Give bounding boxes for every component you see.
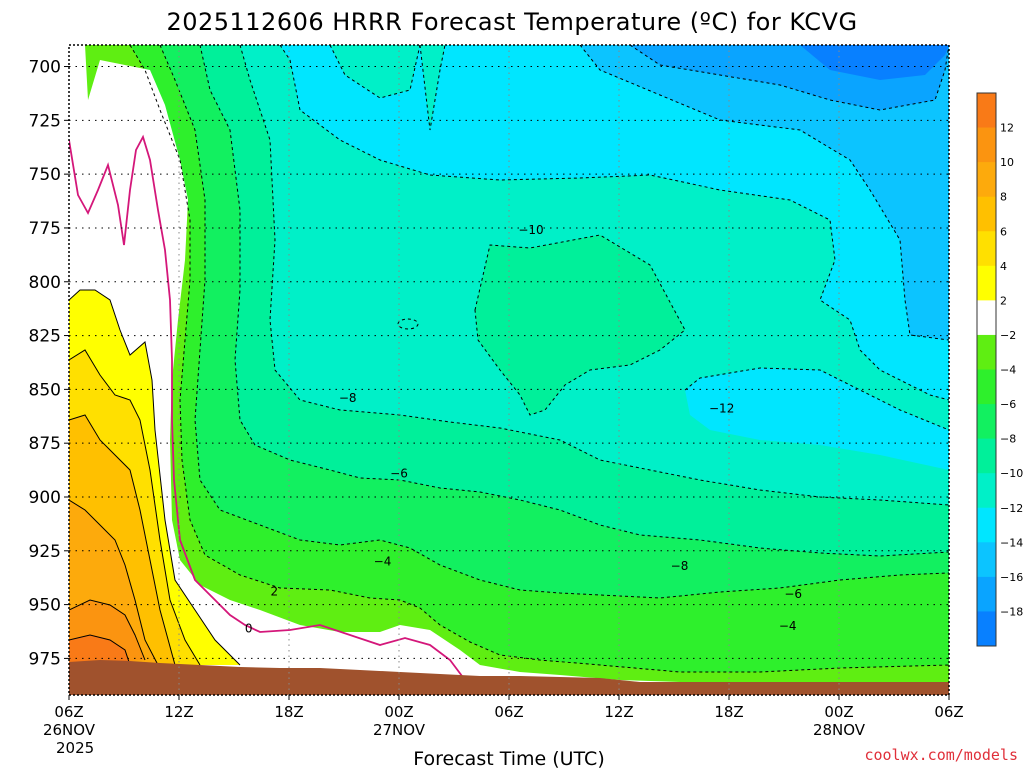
- colorbar: 12 10 8 6 4 2 −2 −4 −6 −8 −10 −12 −14 −16 −18: [976, 92, 1023, 647]
- contour-label: −10: [518, 223, 543, 237]
- colorbar-swatch: [977, 127, 996, 163]
- y-tick-label: 725: [29, 111, 61, 131]
- colorbar-swatch: [977, 507, 996, 543]
- x-tick-label: 12Z: [604, 703, 633, 721]
- temperature-field: [69, 45, 949, 695]
- colorbar-swatch: [977, 404, 996, 440]
- colorbar-label: 10: [1000, 156, 1014, 169]
- y-tick-label: 975: [29, 649, 61, 669]
- colorbar-label: −12: [1000, 502, 1023, 515]
- y-tick-label: 900: [29, 488, 61, 508]
- colorbar-label: 8: [1000, 191, 1007, 204]
- x-tick-date-label: 27NOV: [373, 721, 426, 739]
- contour-label: 0: [245, 621, 253, 635]
- y-tick-label: 775: [29, 219, 61, 239]
- x-tick-label: 06Z: [934, 703, 963, 721]
- y-tick-label: 925: [29, 542, 61, 562]
- y-tick-label: 875: [29, 434, 61, 454]
- colorbar-swatch: [977, 542, 996, 578]
- colorbar-frame: [976, 92, 997, 647]
- colorbar-label: 4: [1000, 260, 1007, 273]
- y-tick-label: 950: [29, 596, 61, 616]
- temperature-contours: [69, 45, 949, 681]
- x-tick-label: 12Z: [164, 703, 193, 721]
- colorbar-swatch: [977, 196, 996, 232]
- y-tick-label: 825: [29, 327, 61, 347]
- x-tick-year-label: 2025: [56, 739, 94, 757]
- colorbar-label: −10: [1000, 467, 1023, 480]
- colorbar-label: −8: [1000, 433, 1016, 446]
- x-tick-label: 06Z: [494, 703, 523, 721]
- colorbar-label: 6: [1000, 225, 1007, 238]
- colorbar-swatch: [977, 473, 996, 509]
- colorbar-swatch: [977, 334, 996, 370]
- colorbar-swatch: [977, 438, 996, 474]
- colorbar-swatch: [977, 231, 996, 267]
- contour-label: 2: [271, 585, 279, 599]
- x-tick-label: 06Z: [54, 703, 83, 721]
- contour-label: −12: [709, 402, 734, 416]
- y-tick-label: 800: [29, 273, 61, 293]
- colorbar-label: −16: [1000, 571, 1023, 584]
- x-tick-date-label: 28NOV: [813, 721, 866, 739]
- grid-lines: [69, 45, 949, 695]
- colorbar-swatch: [977, 369, 996, 405]
- colorbar-label: 2: [1000, 294, 1007, 307]
- chart-title: 2025112606 HRRR Forecast Temperature (ºC…: [166, 8, 857, 36]
- colorbar-swatch: [977, 300, 996, 336]
- credit-text: coolwx.com/models: [864, 746, 1018, 764]
- colorbar-label: 12: [1000, 122, 1014, 135]
- colorbar-label: −4: [1000, 364, 1016, 377]
- x-axis-label: Forecast Time (UTC): [413, 748, 604, 768]
- colorbar-swatch: [977, 576, 996, 612]
- contour-labels: −10 −8 −12 −6 −4 −8 2 −6 0 −4: [245, 223, 802, 635]
- y-tick-label: 700: [29, 58, 61, 78]
- contour-label: −6: [390, 466, 408, 480]
- x-tick-label: 00Z: [384, 703, 413, 721]
- colorbar-swatch: [977, 265, 996, 301]
- x-tick-date-label: 26NOV: [43, 721, 96, 739]
- colorbar-label: −6: [1000, 398, 1016, 411]
- y-tick-label: 750: [29, 165, 61, 185]
- y-tick-label: 850: [29, 380, 61, 400]
- contour-label: −6: [784, 587, 802, 601]
- x-tick-label: 00Z: [824, 703, 853, 721]
- colorbar-label: −14: [1000, 536, 1023, 549]
- colorbar-swatch: [977, 611, 996, 647]
- contour-label: −4: [779, 619, 797, 633]
- colorbar-swatch: [977, 162, 996, 198]
- plot-frame: [68, 44, 950, 696]
- contour-label: −8: [671, 559, 689, 573]
- x-tick-label: 18Z: [714, 703, 743, 721]
- colorbar-swatch: [977, 93, 996, 129]
- contour-label: −4: [374, 555, 392, 569]
- colorbar-label: −2: [1000, 329, 1016, 342]
- contour-label: −8: [339, 391, 357, 405]
- x-tick-label: 18Z: [274, 703, 303, 721]
- colorbar-label: −18: [1000, 605, 1023, 618]
- y-axis: 700 725 750 775 800 825 850 875 900 925 950 975: [29, 58, 69, 669]
